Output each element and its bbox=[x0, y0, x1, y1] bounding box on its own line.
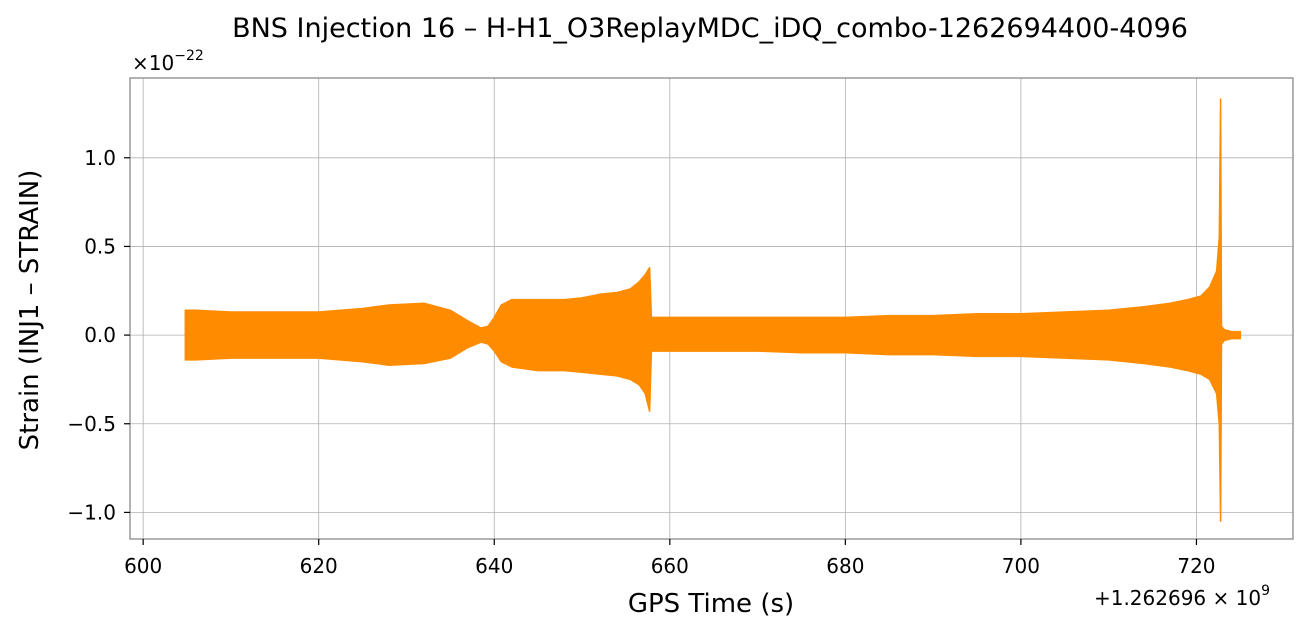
y-tick-label: −0.5 bbox=[67, 412, 116, 436]
y-multiplier-exponent: −22 bbox=[174, 48, 204, 64]
x-axis-offset: +1.262696 × 109 bbox=[1094, 583, 1270, 610]
plot-frame bbox=[129, 77, 1294, 540]
x-tick-label: 620 bbox=[300, 554, 338, 578]
y-axis-multiplier: ×10−22 bbox=[132, 48, 204, 75]
x-axis-label: GPS Time (s) bbox=[628, 589, 794, 619]
chart-title: BNS Injection 16 – H-H1_O3ReplayMDC_iDQ_… bbox=[232, 13, 1188, 44]
x-tick-label: 700 bbox=[1002, 554, 1040, 578]
y-tick-label: 0.5 bbox=[84, 234, 116, 258]
x-tick-label: 720 bbox=[1177, 554, 1215, 578]
data-series bbox=[184, 98, 1242, 523]
x-tick-label: 600 bbox=[124, 554, 162, 578]
y-tick-label: −1.0 bbox=[67, 500, 116, 524]
grid-lines bbox=[130, 78, 1293, 539]
axis-ticks: 600 620 640 660 680 700 720 −1.0 −0.5 0.0 0.5 1.0 bbox=[67, 146, 1215, 578]
strain-envelope bbox=[184, 98, 1242, 523]
x-offset-exponent: 9 bbox=[1261, 583, 1270, 599]
x-tick-label: 680 bbox=[826, 554, 864, 578]
y-tick-label: 0.0 bbox=[84, 323, 116, 347]
y-tick-label: 1.0 bbox=[84, 146, 116, 170]
strain-trace bbox=[184, 135, 1241, 455]
svg-text:+1.262696 × 109: +1.262696 × 109 bbox=[1094, 583, 1270, 610]
y-multiplier-base: ×10 bbox=[132, 51, 174, 75]
x-offset-prefix: +1.262696 × 10 bbox=[1094, 586, 1261, 610]
y-axis-label: Strain (INJ1 – STRAIN) bbox=[15, 170, 45, 451]
x-tick-label: 660 bbox=[651, 554, 689, 578]
svg-text:×10−22: ×10−22 bbox=[132, 48, 204, 75]
x-tick-label: 640 bbox=[475, 554, 513, 578]
